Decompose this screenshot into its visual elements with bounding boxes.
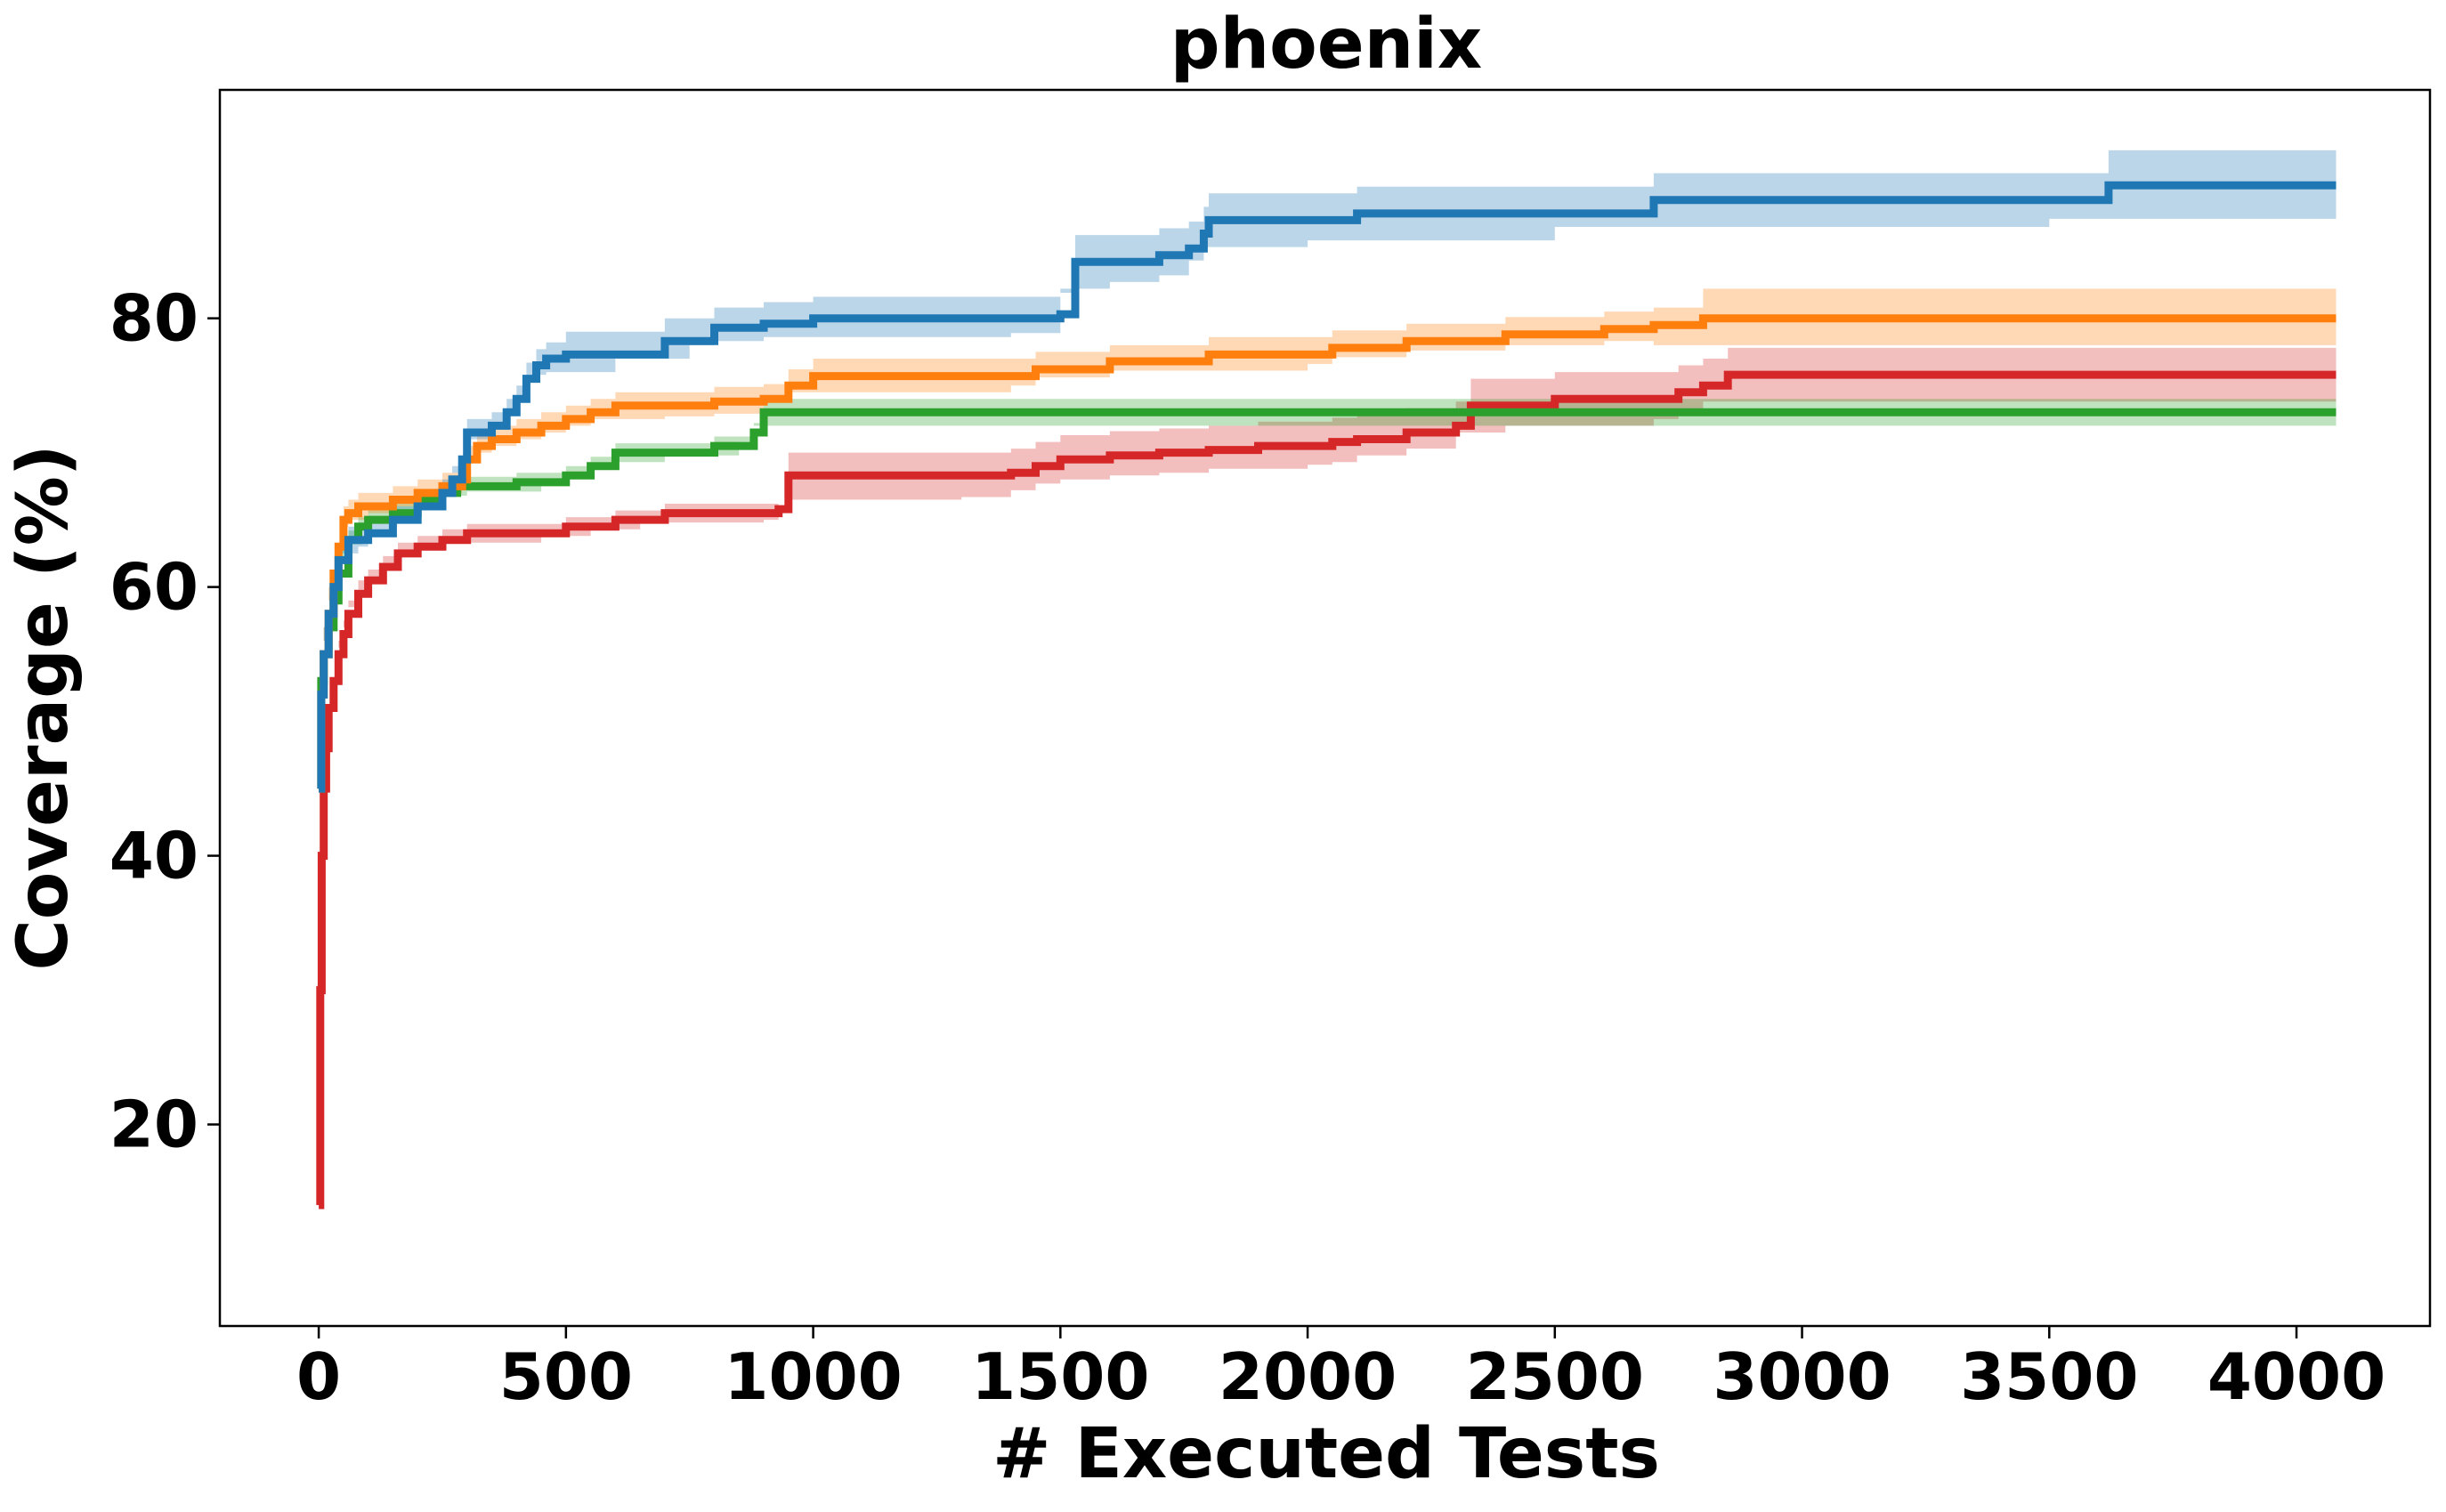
y-tick-label: 40	[109, 819, 198, 893]
series-3-band	[319, 150, 2337, 803]
x-tick-label: 1500	[971, 1339, 1149, 1414]
x-tick-label: 3500	[1960, 1339, 2138, 1414]
series-3-line	[317, 181, 2337, 793]
x-tick-label: 4000	[2207, 1339, 2385, 1414]
x-axis-label: # Executed Tests	[992, 1414, 1660, 1494]
x-tick-label: 500	[499, 1339, 633, 1414]
y-axis: 20 40 60 80	[109, 281, 220, 1162]
x-tick-label: 2500	[1466, 1339, 1644, 1414]
plot-frame	[218, 88, 2432, 1328]
x-tick-label: 0	[296, 1339, 341, 1414]
series-1-line	[317, 408, 2337, 793]
x-tick-label: 3000	[1713, 1339, 1891, 1414]
series-0-line	[316, 370, 2337, 1209]
x-axis: 0 500 1000 1500 2000 2500 3000 3500 4000	[296, 1326, 2385, 1414]
x-tick-label: 2000	[1219, 1339, 1397, 1414]
y-tick-label: 80	[109, 281, 198, 356]
series-0-band	[319, 347, 2337, 1206]
series-2-line	[317, 314, 2337, 793]
x-tick-label: 1000	[724, 1339, 902, 1414]
plot-area	[316, 150, 2337, 1209]
chart-title: phoenix	[1170, 4, 1482, 85]
series-2-band	[319, 288, 2337, 803]
y-axis-label: Coverage (%)	[4, 444, 84, 970]
y-tick-label: 60	[109, 550, 198, 625]
y-tick-label: 20	[109, 1088, 198, 1162]
